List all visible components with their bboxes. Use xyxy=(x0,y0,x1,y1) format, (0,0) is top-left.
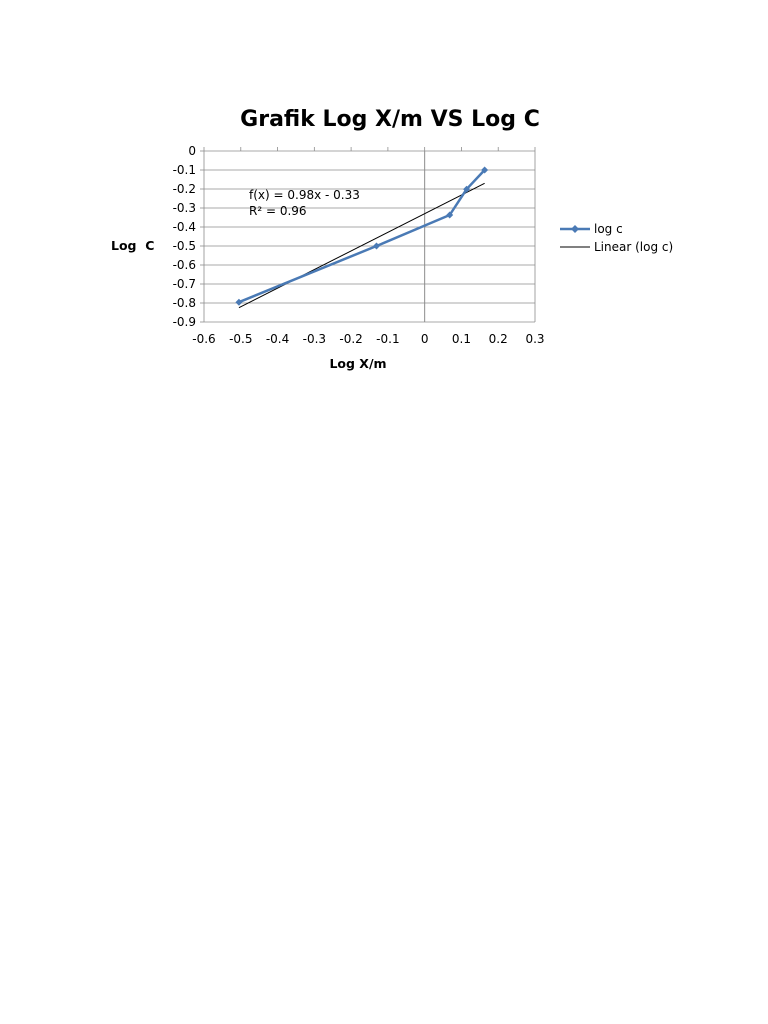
x-tick-label: 0.3 xyxy=(525,332,544,346)
trend-r-squared: R² = 0.96 xyxy=(249,204,307,218)
x-tick-label: -0.2 xyxy=(339,332,362,346)
trend-equation: f(x) = 0.98x - 0.33 xyxy=(249,188,360,202)
data-point xyxy=(372,242,380,250)
y-tick-label: -0.8 xyxy=(173,296,196,310)
grid xyxy=(204,150,535,323)
axes xyxy=(200,147,536,323)
y-tick-label: -0.7 xyxy=(173,277,196,291)
series-layer xyxy=(235,166,489,306)
y-tick-label: -0.2 xyxy=(173,182,196,196)
data-point xyxy=(463,185,471,193)
trendline xyxy=(238,182,485,309)
legend-marker-diamond xyxy=(571,225,579,233)
y-tick-label: 0 xyxy=(188,144,196,158)
x-tick-label: -0.5 xyxy=(229,332,252,346)
x-axis-title: Log X/m xyxy=(329,356,386,371)
legend-label-linear: Linear (log c) xyxy=(594,240,673,254)
trendline-layer xyxy=(238,182,485,309)
y-tick-label: -0.3 xyxy=(173,201,196,215)
x-tick-label: 0.2 xyxy=(489,332,508,346)
x-tick-label: -0.4 xyxy=(266,332,289,346)
y-tick-labels: 0 -0.1 -0.2 -0.3 -0.4 -0.5 -0.6 -0.7 -0.8 -0.9 xyxy=(173,144,196,329)
x-tick-label: 0.1 xyxy=(452,332,471,346)
x-tick-label: -0.3 xyxy=(303,332,326,346)
y-axis-title: Log C xyxy=(111,238,154,253)
x-tick-label: 0 xyxy=(421,332,429,346)
data-point xyxy=(446,211,454,219)
y-tick-label: -0.6 xyxy=(173,258,196,272)
x-tick-labels: -0.6 -0.5 -0.4 -0.3 -0.2 -0.1 0 0.1 0.2 0.3 xyxy=(192,332,544,346)
legend: log c Linear (log c) xyxy=(560,222,673,254)
data-point xyxy=(481,166,489,174)
chart-title: Grafik Log X/m VS Log C xyxy=(240,107,540,132)
y-tick-label: -0.9 xyxy=(173,315,196,329)
y-tick-label: -0.5 xyxy=(173,239,196,253)
y-tick-label: -0.1 xyxy=(173,163,196,177)
data-point xyxy=(235,298,243,306)
legend-label-log-c: log c xyxy=(594,222,623,236)
x-tick-label: -0.1 xyxy=(376,332,399,346)
y-tick-label: -0.4 xyxy=(173,220,196,234)
x-tick-label: -0.6 xyxy=(192,332,215,346)
